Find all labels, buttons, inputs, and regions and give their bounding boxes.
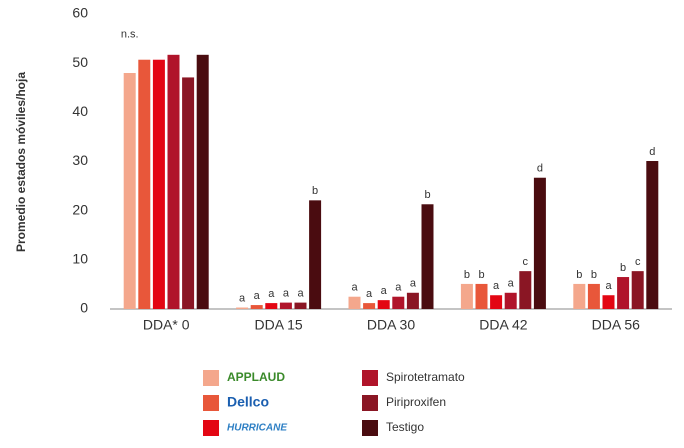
significance-letter: b [464, 269, 470, 281]
bar [309, 200, 322, 309]
legend-swatch [362, 420, 378, 436]
x-tick-label: DDA 15 [254, 317, 302, 333]
legend-label: Spirotetramato [386, 370, 465, 384]
y-tick-label: 60 [72, 5, 88, 21]
significance-letter: b [620, 262, 626, 274]
bar [236, 307, 249, 309]
bar [533, 177, 546, 309]
y-tick-label: 30 [72, 152, 88, 168]
bar [138, 59, 151, 309]
legend-swatch [362, 370, 378, 386]
bar [587, 283, 600, 309]
significance-letter: a [493, 280, 500, 292]
bar [421, 204, 434, 309]
bar [631, 271, 644, 309]
significance-letter: c [523, 256, 529, 268]
y-tick-label: 10 [72, 251, 88, 267]
significance-letter: a [395, 282, 402, 294]
bar [123, 73, 136, 309]
legend-label: APPLAUD [227, 370, 285, 384]
bar [294, 302, 307, 309]
significance-letter: b [576, 269, 582, 281]
significance-letter: a [381, 285, 388, 297]
bar [392, 296, 405, 309]
significance-letter: b [591, 269, 597, 281]
legend-label: Testigo [386, 420, 424, 434]
significance-letter: d [649, 146, 655, 158]
bar [573, 283, 586, 309]
bar [377, 300, 390, 309]
bar [196, 54, 209, 309]
bar [617, 277, 630, 309]
significance-letter: a [268, 288, 275, 300]
bar [363, 303, 376, 309]
bar [279, 302, 292, 309]
bar [406, 292, 419, 309]
legend-label: Dellco [227, 394, 269, 410]
significance-letter: a [508, 278, 515, 290]
y-tick-label: 40 [72, 103, 88, 119]
y-axis-label: Promedio estados móviles/hoja [14, 72, 28, 252]
legend-swatch [203, 370, 219, 386]
significance-letter: a [366, 288, 373, 300]
bar [182, 77, 195, 309]
bar [490, 295, 503, 309]
significance-letter: d [537, 163, 543, 175]
bar [504, 292, 517, 309]
legend-swatch [203, 395, 219, 411]
significance-letter: a [297, 288, 304, 300]
significance-letter: a [410, 278, 417, 290]
legend-label: Piriproxifen [386, 395, 446, 409]
bar [460, 283, 473, 309]
bar [348, 296, 361, 309]
bar [602, 295, 615, 309]
bar [475, 283, 488, 309]
significance-letter: a [254, 290, 261, 302]
x-tick-label: DDA 42 [479, 317, 527, 333]
annotation: n.s. [121, 29, 139, 41]
y-tick-label: 0 [80, 300, 88, 316]
significance-letter: a [351, 282, 358, 294]
bar [152, 59, 165, 309]
significance-letter: b [478, 269, 484, 281]
x-tick-label: DDA 56 [592, 317, 640, 333]
significance-letter: a [605, 280, 612, 292]
legend-swatch [362, 395, 378, 411]
x-tick-label: DDA* 0 [143, 317, 190, 333]
y-tick-label: 20 [72, 201, 88, 217]
x-tick-label: DDA 30 [367, 317, 415, 333]
legend-swatch [203, 420, 219, 436]
bar [167, 54, 180, 309]
significance-letter: a [283, 288, 290, 300]
bar [646, 161, 659, 309]
bar [519, 271, 532, 309]
bar [250, 305, 263, 309]
bar [265, 303, 278, 309]
legend-label: HURRICANE [227, 423, 287, 434]
significance-letter: c [635, 256, 641, 268]
significance-letter: b [424, 189, 430, 201]
significance-letter: b [312, 185, 318, 197]
y-tick-label: 50 [72, 54, 88, 70]
significance-letter: a [239, 292, 246, 304]
